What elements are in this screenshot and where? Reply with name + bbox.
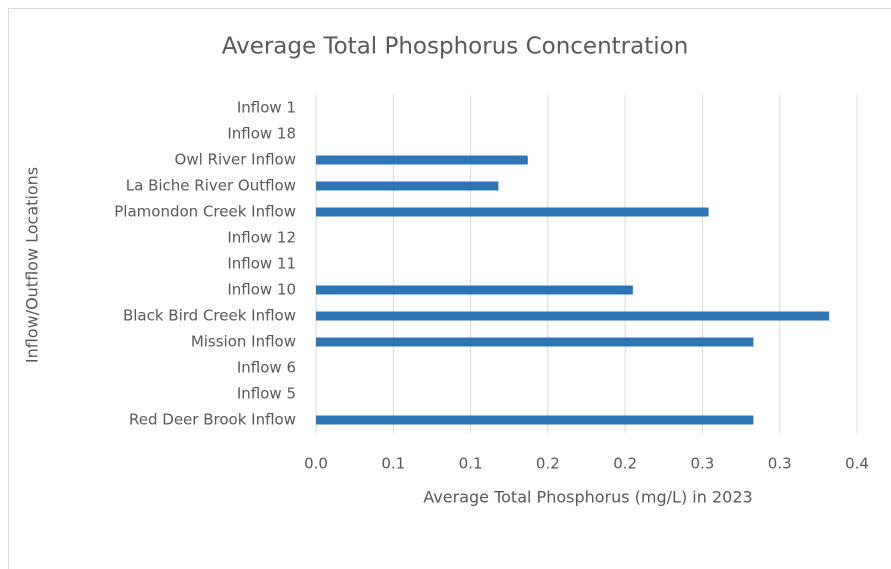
- y-tick-label: Plamondon Creek Inflow: [114, 203, 296, 221]
- y-tick-label: Inflow 6: [237, 359, 296, 377]
- chart-title: Average Total Phosphorus Concentration: [222, 34, 689, 60]
- bar: [316, 311, 830, 321]
- y-tick-label: Red Deer Brook Inflow: [129, 411, 296, 429]
- y-tick-label: Inflow 18: [227, 125, 296, 143]
- y-tick-label: Inflow 12: [227, 229, 296, 247]
- y-tick-label: La Biche River Outflow: [126, 177, 296, 195]
- bar: [316, 285, 633, 295]
- y-tick-label: Inflow 10: [227, 281, 296, 299]
- x-tick-label: 0.2: [613, 455, 637, 473]
- y-tick-label: Owl River Inflow: [175, 151, 296, 169]
- bar: [316, 181, 499, 191]
- x-tick-label: 0.3: [690, 455, 714, 473]
- bar: [316, 207, 709, 217]
- x-tick-label: 0.3: [768, 455, 792, 473]
- x-tick-label: 0.4: [845, 455, 869, 473]
- y-tick-label: Inflow 5: [237, 385, 296, 403]
- y-tick-label: Inflow 11: [227, 255, 296, 273]
- x-tick-label: 0.0: [304, 455, 328, 473]
- x-axis-title: Average Total Phosphorus (mg/L) in 2023: [423, 488, 752, 507]
- x-tick-label: 0.1: [381, 455, 405, 473]
- x-tick-label: 0.1: [459, 455, 483, 473]
- y-tick-label: Black Bird Creek Inflow: [123, 307, 296, 325]
- y-tick-label: Inflow 1: [237, 99, 296, 117]
- bar: [316, 155, 528, 165]
- bar: [316, 415, 754, 425]
- y-axis-title: Inflow/Outflow Locations: [23, 167, 42, 363]
- y-tick-label: Mission Inflow: [191, 333, 296, 351]
- x-tick-label: 0.2: [536, 455, 560, 473]
- bar: [316, 337, 754, 347]
